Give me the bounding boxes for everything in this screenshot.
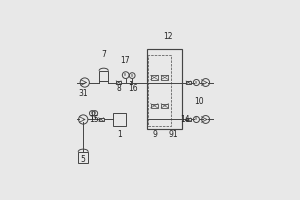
Bar: [148, 55, 172, 126]
Bar: [147, 49, 182, 129]
Text: 15: 15: [90, 115, 99, 124]
Bar: [99, 71, 108, 81]
Text: 1: 1: [117, 130, 122, 139]
Text: FI: FI: [93, 111, 97, 115]
Bar: [161, 104, 169, 108]
Bar: [186, 81, 191, 84]
Bar: [186, 118, 191, 121]
Text: 10: 10: [194, 97, 204, 106]
Text: 5: 5: [80, 155, 85, 164]
Text: 17: 17: [120, 56, 130, 65]
Bar: [99, 118, 103, 121]
Bar: [151, 104, 158, 108]
Text: 9: 9: [152, 130, 157, 139]
Bar: [161, 75, 169, 80]
Text: FI: FI: [195, 81, 198, 85]
Text: 31: 31: [79, 89, 88, 98]
Text: 91: 91: [168, 130, 178, 139]
Bar: [113, 113, 126, 126]
Text: FI: FI: [124, 73, 128, 77]
Bar: [116, 81, 121, 84]
Text: 14: 14: [180, 115, 189, 124]
Text: FI: FI: [130, 74, 134, 78]
Text: 8: 8: [117, 84, 122, 93]
Bar: [78, 152, 88, 163]
Bar: [151, 75, 158, 80]
Text: 16: 16: [128, 84, 138, 93]
Text: 7: 7: [101, 50, 106, 59]
Text: FI: FI: [195, 117, 198, 121]
Text: 12: 12: [164, 32, 173, 41]
Text: FI: FI: [91, 111, 94, 115]
